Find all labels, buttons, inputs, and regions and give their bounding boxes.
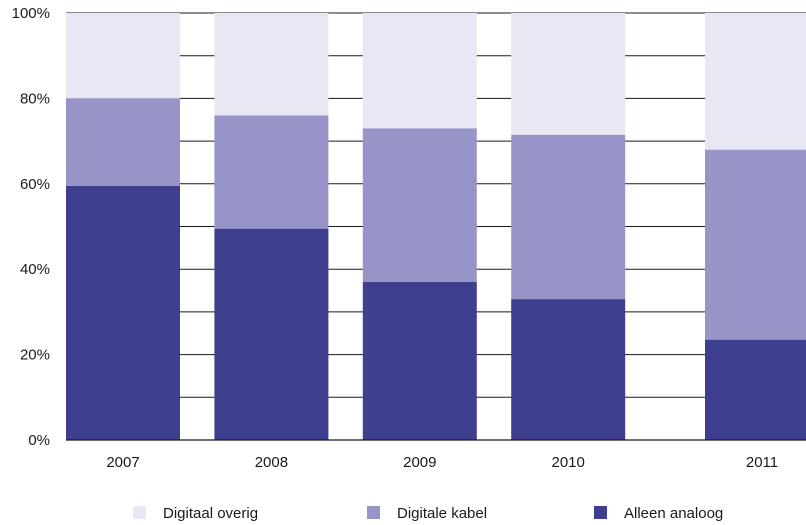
y-tick-label: 60% [20, 176, 50, 193]
bar-segment [362, 282, 477, 440]
x-tick-label: 2011 [746, 454, 778, 471]
bars [66, 13, 806, 440]
y-tick-label: 40% [20, 261, 50, 278]
bar-segment [214, 115, 329, 229]
bar-segment [511, 134, 626, 300]
bar-segment [66, 13, 180, 99]
x-tick-label: 2009 [403, 454, 436, 471]
y-tick-label: 0% [28, 432, 50, 449]
bar-segment [511, 299, 626, 440]
bar-segment [214, 228, 329, 440]
legend-swatch [133, 506, 146, 519]
legend: Digitaal overig Digitale kabel Alleen anal… [133, 505, 723, 522]
legend-label: Alleen analoog [624, 505, 723, 522]
legend-label: Digitaal overig [163, 505, 258, 522]
bar-segment [66, 185, 180, 440]
y-tick-label: 80% [20, 90, 50, 107]
legend-label: Digitale kabel [397, 505, 487, 522]
x-tick-label: 2010 [552, 454, 585, 471]
x-tick-label: 2008 [255, 454, 288, 471]
y-tick-label: 20% [20, 347, 50, 364]
bar-segment [66, 98, 180, 186]
bar-segment [705, 13, 806, 150]
x-tick-label: 2007 [106, 454, 139, 471]
x-tick-labels: 2007 2008 2009 2010 2011 [106, 454, 778, 471]
y-tick-label: 100% [12, 5, 50, 22]
bar-segment [362, 13, 477, 129]
bar-segment [705, 339, 806, 440]
bar-segment [214, 13, 329, 116]
legend-swatch [594, 506, 607, 519]
legend-swatch [367, 506, 380, 519]
y-tick-labels: 0% 20% 40% 60% 80% 100% [12, 5, 50, 449]
bar-segment [511, 13, 626, 135]
bar-segment [705, 149, 806, 340]
bar-segment [362, 128, 477, 283]
